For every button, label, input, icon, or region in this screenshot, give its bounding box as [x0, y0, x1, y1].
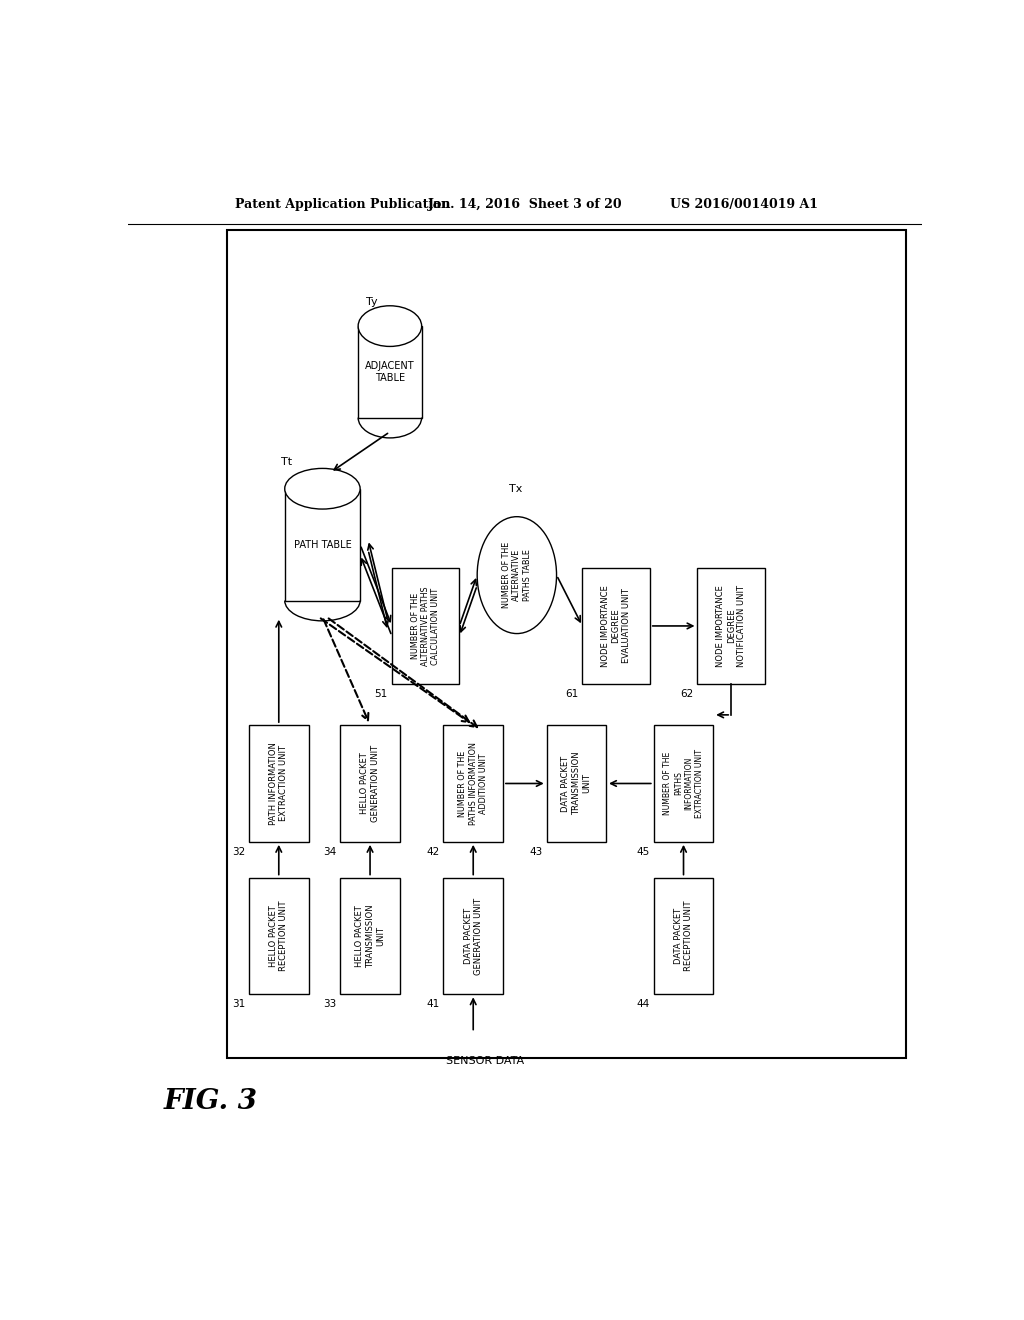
- Text: ADJACENT
TABLE: ADJACENT TABLE: [366, 362, 415, 383]
- Text: HELLO PACKET
GENERATION UNIT: HELLO PACKET GENERATION UNIT: [360, 744, 380, 822]
- Ellipse shape: [358, 306, 422, 346]
- Text: Tx: Tx: [509, 484, 522, 494]
- Text: 62: 62: [680, 689, 693, 700]
- Text: Ty: Ty: [367, 297, 378, 306]
- Text: 51: 51: [375, 689, 388, 700]
- Bar: [340, 878, 399, 994]
- Text: NODE IMPORTANCE
DEGREE
NOTIFICATION UNIT: NODE IMPORTANCE DEGREE NOTIFICATION UNIT: [716, 585, 746, 667]
- Text: NUMBER OF THE
PATHS
INFORMATION
EXTRACTION UNIT: NUMBER OF THE PATHS INFORMATION EXTRACTI…: [664, 748, 703, 818]
- Bar: [249, 878, 308, 994]
- Text: Jan. 14, 2016  Sheet 3 of 20: Jan. 14, 2016 Sheet 3 of 20: [427, 198, 623, 211]
- Text: PATH INFORMATION
EXTRACTION UNIT: PATH INFORMATION EXTRACTION UNIT: [269, 742, 289, 825]
- Text: NUMBER OF THE
PATHS INFORMATION
ADDITION UNIT: NUMBER OF THE PATHS INFORMATION ADDITION…: [459, 742, 488, 825]
- Text: 41: 41: [426, 999, 439, 1010]
- Bar: [583, 568, 650, 684]
- Bar: [358, 326, 422, 417]
- Text: DATA PACKET
RECEPTION UNIT: DATA PACKET RECEPTION UNIT: [674, 900, 693, 972]
- Text: Patent Application Publication: Patent Application Publication: [236, 198, 451, 211]
- Text: 61: 61: [565, 689, 579, 700]
- Text: SENSOR DATA: SENSOR DATA: [446, 1056, 524, 1067]
- Text: FIG. 3: FIG. 3: [164, 1088, 258, 1115]
- Text: Tt: Tt: [281, 458, 292, 467]
- Bar: [249, 725, 308, 842]
- Text: PATH TABLE: PATH TABLE: [294, 540, 351, 549]
- Text: 31: 31: [231, 999, 245, 1010]
- Bar: [443, 878, 503, 994]
- Text: 44: 44: [637, 999, 650, 1010]
- Bar: [547, 725, 606, 842]
- Ellipse shape: [285, 469, 360, 510]
- Bar: [340, 725, 399, 842]
- Bar: [285, 488, 360, 601]
- Text: NODE IMPORTANCE
DEGREE
EVALUATION UNIT: NODE IMPORTANCE DEGREE EVALUATION UNIT: [601, 585, 631, 667]
- Bar: [653, 725, 714, 842]
- Text: NUMBER OF THE
ALTERNATIVE
PATHS TABLE: NUMBER OF THE ALTERNATIVE PATHS TABLE: [502, 543, 531, 609]
- Text: NUMBER OF THE
ALTERNATIVE PATHS
CALCULATION UNIT: NUMBER OF THE ALTERNATIVE PATHS CALCULAT…: [411, 586, 440, 665]
- Text: HELLO PACKET
RECEPTION UNIT: HELLO PACKET RECEPTION UNIT: [269, 900, 289, 972]
- Text: DATA PACKET
GENERATION UNIT: DATA PACKET GENERATION UNIT: [464, 898, 483, 974]
- Text: 43: 43: [529, 847, 543, 857]
- Bar: [227, 230, 906, 1057]
- Text: US 2016/0014019 A1: US 2016/0014019 A1: [671, 198, 818, 211]
- Text: 33: 33: [323, 999, 336, 1010]
- Bar: [697, 568, 765, 684]
- Bar: [392, 568, 460, 684]
- Text: 32: 32: [231, 847, 245, 857]
- Text: 45: 45: [637, 847, 650, 857]
- Bar: [443, 725, 503, 842]
- Text: 42: 42: [426, 847, 439, 857]
- Text: DATA PACKET
TRANSMISSION
UNIT: DATA PACKET TRANSMISSION UNIT: [561, 751, 591, 816]
- Text: HELLO PACKET
TRANSMISSION
UNIT: HELLO PACKET TRANSMISSION UNIT: [355, 904, 385, 968]
- Text: 34: 34: [323, 847, 336, 857]
- Bar: [653, 878, 714, 994]
- Ellipse shape: [477, 516, 557, 634]
